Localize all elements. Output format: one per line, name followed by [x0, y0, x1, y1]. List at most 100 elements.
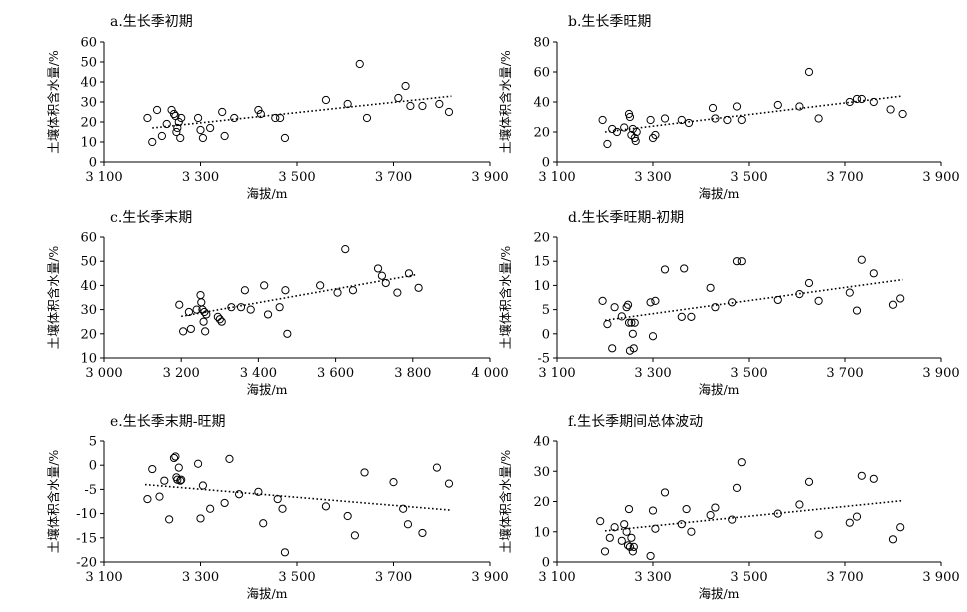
panel-a-y-tick-label: 20 [80, 116, 97, 131]
panel-a-data-point [362, 113, 372, 123]
panel-e-data-point [360, 468, 369, 477]
panel-a-data-point [176, 133, 185, 143]
panel-e-data-point [235, 490, 244, 499]
panel-d-data-point [687, 312, 696, 321]
panel-a-x-tick-label: 3 500 [278, 170, 315, 185]
panel-a-data-point [254, 105, 263, 115]
panel-c: c.生长季末期 10 20 30 40 50 60 3 000 3 200 3 400 3 600 3… [46, 210, 509, 397]
panel-d-data-point [624, 318, 634, 327]
panel-f-data-point [605, 533, 614, 542]
panel-d-x-tick-label: 3 900 [922, 366, 959, 381]
panel-f-y-label: 土壤体积含水量/% [498, 450, 513, 554]
panel-e: e.生长季末期-旺期 -20 -15 -10 -5 0 5 3 100 3 300 3 500 3 … [46, 414, 509, 601]
panel-e-y-tick-label: -15 [76, 531, 97, 546]
panel-c-data-point [236, 303, 246, 312]
panel-b: b.生长季旺期 0 20 40 60 80 3 100 3 300 3 500 3 700 3 90… [498, 14, 960, 201]
panel-d-data-point [773, 295, 782, 305]
panel-d-data-point [852, 306, 862, 315]
panel-a-data-point [148, 137, 157, 147]
panel-c-x-tick-label: 3 200 [163, 366, 200, 381]
panel-a-data-point [220, 131, 229, 141]
panel-f-x-tick-label: 3 100 [538, 570, 575, 585]
panel-a-data-point [343, 99, 352, 109]
panel-b-data-point [732, 102, 742, 111]
panel-a-x-tick-label: 3 100 [85, 170, 122, 185]
panel-f-data-point [625, 542, 635, 551]
panel-e-data-point [171, 452, 180, 461]
panel-c-data-point [393, 288, 402, 297]
panel-b-data-point [708, 103, 718, 113]
panel-b-data-point [804, 67, 814, 77]
panel-b-data-point [898, 109, 907, 119]
panel-c-x-tick-label: 4 000 [471, 366, 508, 381]
panel-f-data-point [646, 551, 655, 561]
panel-f-x-tick-label: 3 500 [730, 570, 767, 585]
panel-f-data-point [600, 547, 610, 556]
panel-a-y-tick-label: 0 [89, 156, 97, 171]
panel-c-x-tick-label: 3 000 [85, 366, 122, 381]
panel-b-data-point [631, 136, 640, 146]
panel-a-data-point [171, 111, 180, 121]
panel-e-data-point [343, 511, 352, 521]
panel-c-data-point [175, 300, 184, 309]
panel-c-data-point [196, 290, 205, 300]
panel-b-y-tick-label: 60 [533, 66, 550, 81]
panel-f-y-tick-label: 20 [533, 495, 550, 510]
panel-d-y-tick-label: 20 [533, 231, 550, 246]
panel-d-data-point [857, 255, 866, 264]
panel-c-data-point [227, 303, 236, 312]
panel-f-y-tick-label: 40 [533, 435, 550, 450]
panel-e-title: e.生长季末期-旺期 [110, 414, 225, 430]
panel-f-data-point [623, 541, 633, 550]
panel-a-data-point [401, 81, 410, 91]
panel-c-y-label: 土壤体积含水量/% [46, 246, 61, 350]
panel-d-data-point [660, 265, 670, 274]
panel-b-title: b.生长季旺期 [568, 14, 651, 30]
panel-b-data-point [625, 112, 635, 122]
panel-f-data-point [651, 524, 660, 533]
panel-c-title: c.生长季末期 [110, 210, 192, 226]
panel-d-data-point [623, 300, 633, 309]
panel-a-data-point [256, 109, 265, 119]
panel-a-y-tick-label: 10 [80, 136, 97, 151]
panel-c-data-point [201, 327, 210, 336]
panel-b-data-point [660, 114, 670, 123]
panel-f-data-point [852, 512, 862, 521]
panel-f-y-tick-label: 0 [542, 556, 550, 571]
panel-d-data-point [608, 344, 617, 353]
panel-c-data-point [404, 269, 414, 278]
panel-b-data-point [845, 97, 854, 107]
panel-f: f.生长季期间总体波动 0 10 20 30 40 3 100 3 300 3 500 3 700… [498, 414, 960, 601]
panel-e-y-tick-label: -5 [84, 483, 97, 498]
panel-d-data-point [711, 303, 720, 312]
panel-c-data-point [348, 286, 358, 295]
panel-e-data-point [155, 492, 164, 501]
panel-f-data-point [596, 517, 605, 526]
panel-a-y-tick-label: 60 [80, 36, 97, 51]
panel-c-data-point [381, 278, 390, 288]
panel-a-data-point [196, 125, 205, 135]
panel-d-data-point [728, 298, 737, 307]
panel-a-data-point [218, 107, 227, 117]
panel-b-data-point [603, 139, 612, 149]
panel-c-data-point [215, 315, 224, 324]
panel-b-data-point [677, 115, 686, 125]
panel-a-data-point [355, 59, 364, 69]
panel-b-data-point [612, 127, 622, 137]
panel-d-x-tick-label: 3 700 [826, 366, 863, 381]
panel-f-data-point [732, 483, 742, 492]
panel-d-data-point [680, 264, 689, 273]
panel-a-data-point [169, 109, 179, 119]
panel-f-x-tick-label: 3 300 [634, 570, 671, 585]
panel-f-y-tick-label: 30 [533, 465, 550, 480]
panel-f-data-point [711, 503, 720, 512]
panel-f-data-point [845, 518, 854, 527]
panel-e-data-point [220, 498, 229, 508]
panel-c-trendline [181, 273, 417, 318]
panel-f-data-point [804, 477, 814, 486]
panel-d-data-point [869, 269, 878, 278]
panel-a-data-point [167, 105, 176, 115]
panel-e-y-tick-label: -10 [76, 507, 97, 522]
panel-a-data-point [173, 123, 182, 133]
panel-e-data-point [321, 502, 331, 511]
